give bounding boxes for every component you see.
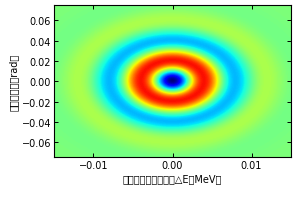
- Y-axis label: 角度のずれ（rad）: 角度のずれ（rad）: [9, 53, 19, 110]
- X-axis label: エネルギーのずれ　△E（MeV）: エネルギーのずれ △E（MeV）: [123, 173, 222, 183]
